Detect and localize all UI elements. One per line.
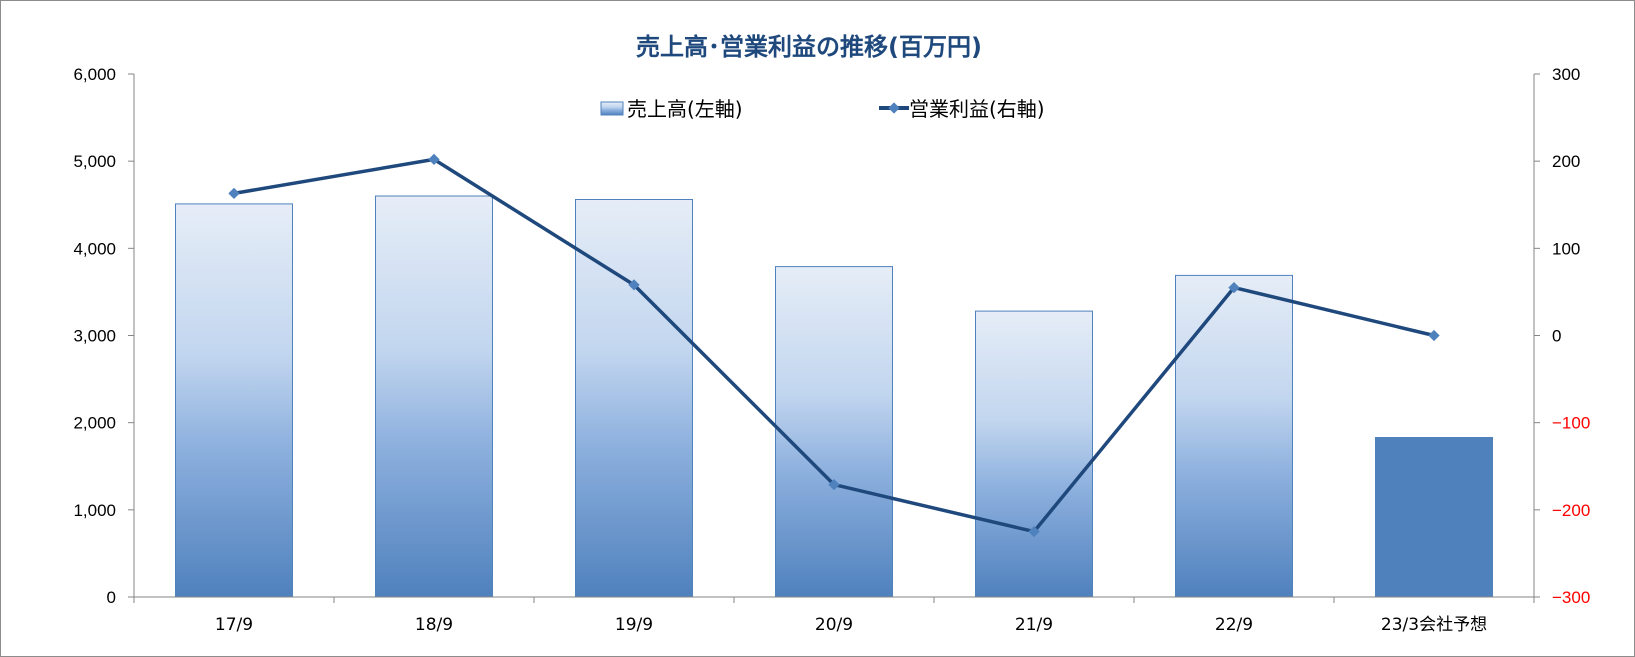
chart-title: 売上高･営業利益の推移(百万円)	[636, 33, 982, 61]
legend-swatch-bar	[600, 101, 624, 116]
y-right-tick-label-6: 300	[1552, 65, 1580, 84]
x-category-label-2: 19/9	[615, 615, 653, 635]
legend: 売上高(左軸) 営業利益(右軸)	[600, 97, 1045, 121]
legend-label-line: 営業利益(右軸)	[909, 97, 1045, 121]
bar-2	[575, 199, 693, 598]
axes: 0 1,000 2,000 3,000 4,000 5,000 6,000 −300 −200 −…	[73, 65, 1590, 635]
line-point-5	[1228, 281, 1240, 294]
bar-4	[975, 310, 1093, 598]
y-left-tick-label-2: 2,000	[73, 414, 116, 433]
y-right-tick-label-2: −100	[1552, 414, 1590, 433]
x-category-label-0: 17/9	[215, 615, 253, 635]
bar-6	[1375, 437, 1493, 598]
bar-5	[1175, 274, 1293, 598]
line-point-3	[828, 478, 840, 491]
line-point-0	[228, 187, 240, 200]
x-category-label-4: 21/9	[1015, 615, 1053, 635]
y-right-tick-label-1: −200	[1552, 501, 1590, 520]
y-left-tick-label-6: 6,000	[73, 65, 116, 84]
x-category-label-6: 23/3会社予想	[1381, 615, 1487, 635]
bar-1	[375, 195, 493, 598]
y-left-tick-label-4: 4,000	[73, 239, 116, 258]
line-point-4	[1028, 525, 1040, 538]
y-right-tick-label-0: −300	[1552, 588, 1590, 607]
y-right-tick-label-4: 100	[1552, 239, 1580, 258]
line-point-2	[628, 279, 640, 291]
x-category-label-1: 18/9	[415, 615, 453, 635]
x-category-label-3: 20/9	[815, 615, 853, 635]
bar-0	[175, 203, 293, 598]
y-right-tick-label-3: 0	[1552, 327, 1561, 346]
y-left-tick-label-5: 5,000	[73, 152, 116, 171]
line-point-6	[1428, 329, 1440, 342]
plot-area	[175, 153, 1493, 598]
y-left-tick-label-3: 3,000	[73, 327, 116, 346]
x-category-label-5: 22/9	[1215, 615, 1253, 635]
y-left-tick-label-1: 1,000	[73, 501, 116, 520]
y-left-tick-label-0: 0	[107, 588, 116, 607]
y-right-tick-label-5: 200	[1552, 152, 1580, 171]
legend-swatch-marker	[888, 102, 900, 114]
legend-label-bar: 売上高(左軸)	[627, 97, 743, 121]
bar-3	[775, 266, 893, 598]
line-point-1	[428, 153, 440, 166]
